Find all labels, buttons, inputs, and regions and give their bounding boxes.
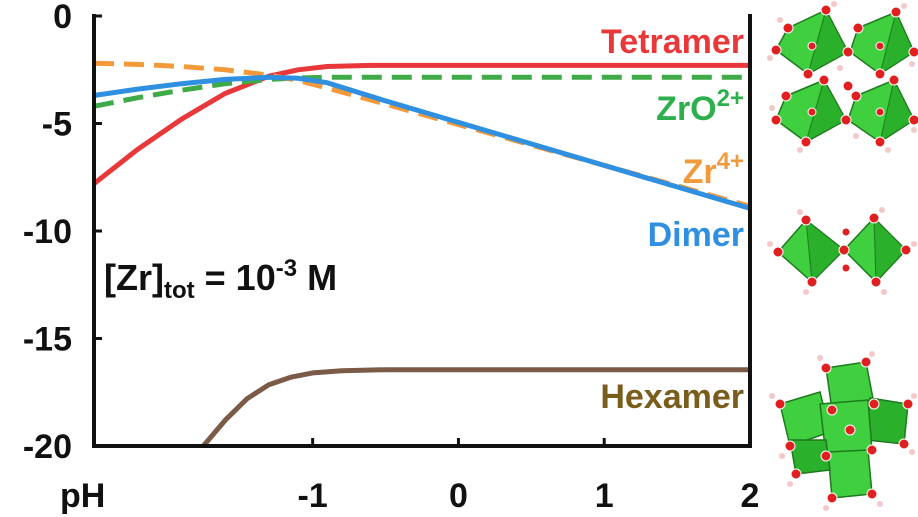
x-tick-label: 0 [449,477,468,515]
series-zro-line [93,74,750,109]
x-tick-label: -1 [298,477,328,515]
label-tetramer: Tetramer [601,23,744,61]
label-zro-sup: 2+ [717,85,744,112]
x-tick-label: 1 [595,477,614,515]
y-tick-label: -10 [23,213,72,251]
conc-base: [Zr] [104,257,164,298]
y-tick-label: -15 [23,321,72,359]
series-hexamer-line [201,367,750,448]
ticks-layer: 0-5-10-15-20-1 0 1 2 [23,0,760,515]
label-zr-base: Zr [683,153,717,191]
y-tick-label: 0 [53,0,72,36]
hexamer-structure [769,351,917,511]
label-hexamer: Hexamer [600,378,744,416]
conc-mid: = 10 [195,257,276,298]
y-tick-label: -5 [42,106,72,144]
series-layer [92,60,751,448]
tetramer-structure [767,1,918,153]
x-tick-label: 2 [741,477,760,515]
conc-sup: -3 [276,255,297,282]
y-tick-label: -20 [23,428,72,466]
conc-end: M [297,257,337,298]
series-dimer-line [93,74,751,211]
concentration-annotation: [Zr]tot = 10-3 M [104,255,337,304]
series-tetramer-line [92,62,750,186]
label-zr-sup: 4+ [717,148,744,175]
conc-sub: tot [164,277,195,304]
x-axis-label: pH [60,477,105,515]
label-zro: ZrO2+ [656,85,744,128]
label-dimer: Dimer [648,216,744,254]
label-zro-base: ZrO [656,90,716,128]
label-zr: Zr4+ [683,148,744,191]
dimer-structure [767,207,917,295]
